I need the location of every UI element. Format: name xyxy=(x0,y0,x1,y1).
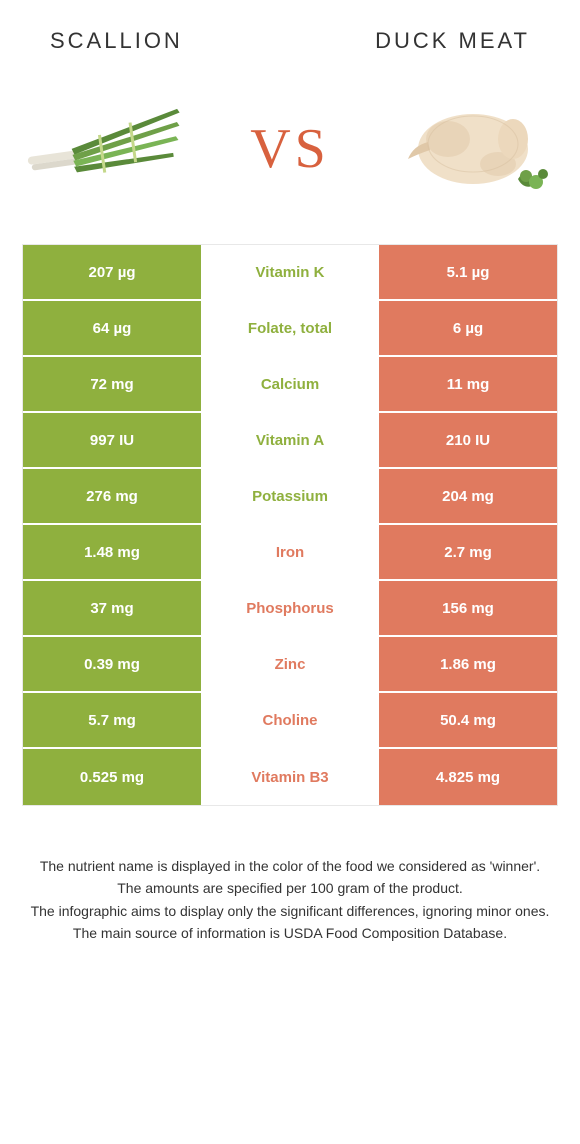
nutrient-label-cell: Vitamin A xyxy=(201,413,379,467)
right-value-cell: 210 IU xyxy=(379,413,557,467)
nutrient-row: 37 mgPhosphorus156 mg xyxy=(23,581,557,637)
right-value-cell: 4.825 mg xyxy=(379,749,557,805)
nutrient-row: 64 µgFolate, total6 µg xyxy=(23,301,557,357)
vs-row: VS xyxy=(0,64,580,244)
nutrient-row: 1.48 mgIron2.7 mg xyxy=(23,525,557,581)
nutrient-row: 0.525 mgVitamin B34.825 mg xyxy=(23,749,557,805)
right-value-cell: 6 µg xyxy=(379,301,557,355)
footer-line-4: The main source of information is USDA F… xyxy=(30,923,550,943)
scallion-image xyxy=(22,94,192,204)
header-row: SCALLION DUCK MEAT xyxy=(0,0,580,64)
left-value-cell: 37 mg xyxy=(23,581,201,635)
nutrient-row: 207 µgVitamin K5.1 µg xyxy=(23,245,557,301)
nutrient-label-cell: Choline xyxy=(201,693,379,747)
left-value-cell: 0.39 mg xyxy=(23,637,201,691)
right-value-cell: 5.1 µg xyxy=(379,245,557,299)
left-food-title: SCALLION xyxy=(50,28,183,54)
nutrient-row: 0.39 mgZinc1.86 mg xyxy=(23,637,557,693)
left-value-cell: 997 IU xyxy=(23,413,201,467)
nutrient-label-cell: Calcium xyxy=(201,357,379,411)
nutrient-label-cell: Vitamin K xyxy=(201,245,379,299)
nutrient-row: 72 mgCalcium11 mg xyxy=(23,357,557,413)
right-value-cell: 11 mg xyxy=(379,357,557,411)
scallion-icon xyxy=(22,104,192,194)
left-value-cell: 5.7 mg xyxy=(23,693,201,747)
nutrient-row: 276 mgPotassium204 mg xyxy=(23,469,557,525)
right-value-cell: 1.86 mg xyxy=(379,637,557,691)
nutrient-label-cell: Phosphorus xyxy=(201,581,379,635)
left-value-cell: 1.48 mg xyxy=(23,525,201,579)
right-value-cell: 204 mg xyxy=(379,469,557,523)
duck-image xyxy=(388,94,558,204)
duck-icon xyxy=(388,94,558,204)
left-value-cell: 0.525 mg xyxy=(23,749,201,805)
nutrient-row: 5.7 mgCholine50.4 mg xyxy=(23,693,557,749)
footer-line-2: The amounts are specified per 100 gram o… xyxy=(30,878,550,898)
footer-line-3: The infographic aims to display only the… xyxy=(30,901,550,921)
left-value-cell: 72 mg xyxy=(23,357,201,411)
right-value-cell: 156 mg xyxy=(379,581,557,635)
nutrient-table: 207 µgVitamin K5.1 µg64 µgFolate, total6… xyxy=(22,244,558,806)
right-value-cell: 2.7 mg xyxy=(379,525,557,579)
vs-label: VS xyxy=(250,117,330,181)
footer-notes: The nutrient name is displayed in the co… xyxy=(0,806,580,943)
left-value-cell: 276 mg xyxy=(23,469,201,523)
nutrient-label-cell: Folate, total xyxy=(201,301,379,355)
left-value-cell: 64 µg xyxy=(23,301,201,355)
footer-line-1: The nutrient name is displayed in the co… xyxy=(30,856,550,876)
right-value-cell: 50.4 mg xyxy=(379,693,557,747)
right-food-title: DUCK MEAT xyxy=(375,28,530,54)
nutrient-label-cell: Potassium xyxy=(201,469,379,523)
nutrient-label-cell: Iron xyxy=(201,525,379,579)
nutrient-row: 997 IUVitamin A210 IU xyxy=(23,413,557,469)
nutrient-label-cell: Vitamin B3 xyxy=(201,749,379,805)
left-value-cell: 207 µg xyxy=(23,245,201,299)
nutrient-label-cell: Zinc xyxy=(201,637,379,691)
